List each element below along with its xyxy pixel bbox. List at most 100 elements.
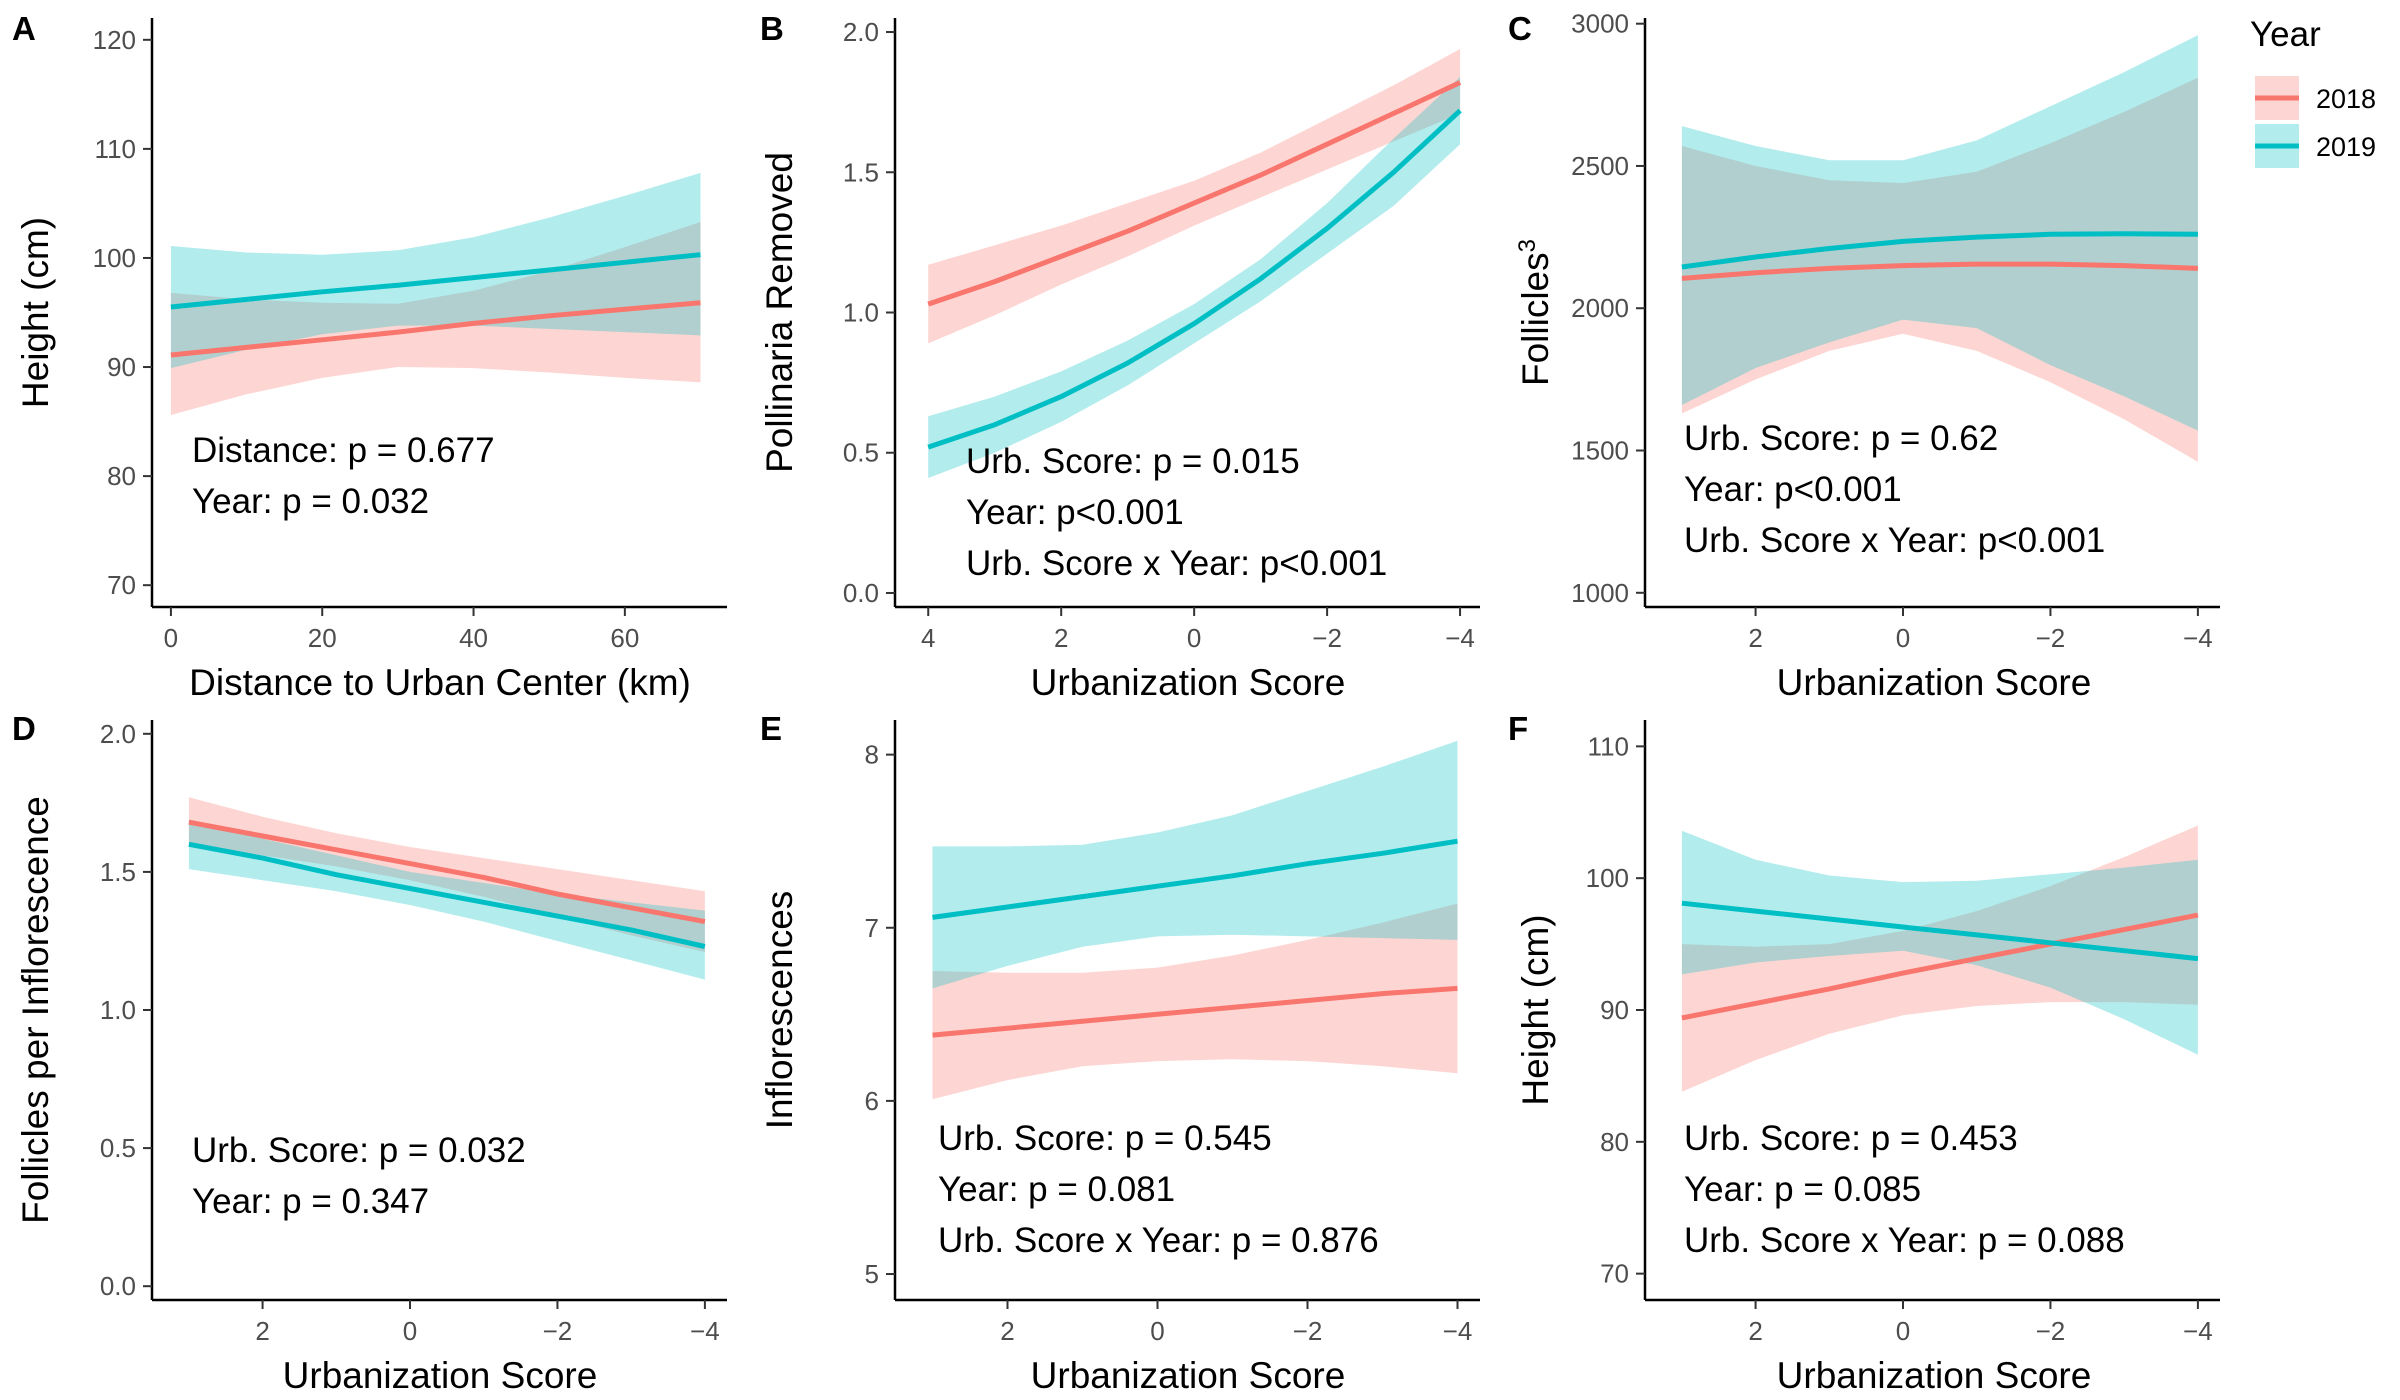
line-2018-b — [927, 80, 1462, 307]
x-tick-label-b: 4 — [921, 623, 935, 653]
annotation-e: Urb. Score x Year: p = 0.876 — [938, 1221, 1379, 1260]
x-tick-label-d: 2 — [255, 1316, 269, 1346]
ribbon-2019-e — [932, 740, 1458, 989]
panel-letter-a: A — [12, 10, 36, 47]
annotation-f: Year: p = 0.085 — [1684, 1170, 1921, 1209]
annotation-f: Urb. Score x Year: p = 0.088 — [1684, 1221, 2125, 1260]
ribbon-2019-f — [1681, 830, 2198, 1055]
y-tick-label-c: 3000 — [1571, 9, 1629, 39]
annotation-b: Urb. Score x Year: p<0.001 — [966, 544, 1387, 583]
ribbon-2019-c — [1681, 35, 2198, 431]
x-axis-title-d: Urbanization Score — [283, 1355, 598, 1396]
y-tick-label-a: 80 — [107, 461, 136, 491]
line-2018-d — [188, 819, 706, 925]
panel-e: E 5 6 7 8 2 0 −2 −4 Urbanization Score Inflorescen… — [759, 710, 1480, 1396]
x-tick-label-e: −4 — [1443, 1316, 1473, 1346]
y-tick-label-b: 0.5 — [843, 438, 879, 468]
y-axis-title-superscript-c: 3 — [1514, 239, 1541, 252]
x-tick-label-c: −4 — [2183, 623, 2213, 653]
line-2019-f — [1681, 900, 2199, 962]
ribbon-2019-a — [170, 172, 701, 369]
ribbon-2018-f — [1681, 825, 2198, 1092]
x-tick-label-f: 2 — [1748, 1316, 1762, 1346]
ribbon-2018-e — [932, 903, 1458, 1100]
x-tick-label-a: 20 — [308, 623, 337, 653]
y-axis-title-c: Follicles3 — [1514, 239, 1557, 386]
legend-title: Year — [2250, 15, 2321, 54]
panel-c: C 1000 1500 2000 2500 3000 2 0 −2 −4 Urbanization … — [1508, 9, 2220, 703]
y-axis-title-b: Pollinaria Removed — [759, 152, 800, 473]
panel-f: F 70 80 90 100 110 2 0 −2 −4 Urbanization Score Hei… — [1508, 710, 2220, 1396]
y-tick-label-c: 2000 — [1571, 293, 1629, 323]
x-tick-label-d: −4 — [690, 1316, 720, 1346]
y-axis-title-a: Height (cm) — [15, 217, 56, 408]
panel-letter-d: D — [12, 710, 36, 747]
y-tick-label-e: 5 — [865, 1259, 879, 1289]
x-tick-label-d: −2 — [543, 1316, 573, 1346]
x-tick-label-e: 2 — [1000, 1316, 1014, 1346]
y-tick-label-a: 120 — [93, 25, 136, 55]
y-tick-label-c: 1500 — [1571, 436, 1629, 466]
y-tick-label-e: 7 — [865, 913, 879, 943]
line-2019-d — [188, 841, 706, 949]
y-tick-label-f: 110 — [1588, 731, 1629, 761]
x-tick-label-a: 0 — [164, 623, 178, 653]
panel-letter-b: B — [760, 10, 784, 47]
y-tick-label-b: 1.0 — [843, 298, 879, 328]
x-tick-label-c: 2 — [1748, 623, 1762, 653]
line-2019-e — [932, 838, 1458, 920]
annotation-e: Urb. Score: p = 0.545 — [938, 1119, 1272, 1158]
y-tick-label-c: 2500 — [1571, 151, 1629, 181]
y-tick-label-d: 0.5 — [100, 1133, 136, 1163]
x-tick-label-b: 0 — [1187, 623, 1201, 653]
x-axis-title-f: Urbanization Score — [1777, 1355, 2092, 1396]
panel-letter-c: C — [1508, 10, 1532, 47]
x-tick-label-f: −4 — [2183, 1316, 2213, 1346]
y-tick-label-b: 2.0 — [843, 17, 879, 47]
x-axis-title-c: Urbanization Score — [1777, 662, 2092, 703]
annotation-d: Year: p = 0.347 — [192, 1182, 429, 1221]
y-tick-label-a: 100 — [93, 243, 136, 273]
annotation-a: Distance: p = 0.677 — [192, 431, 495, 470]
y-tick-label-a: 70 — [107, 570, 136, 600]
x-tick-label-d: 0 — [403, 1316, 417, 1346]
x-tick-label-f: −2 — [2036, 1316, 2066, 1346]
annotation-e: Year: p = 0.081 — [938, 1170, 1175, 1209]
y-axis-title-f: Height (cm) — [1515, 914, 1556, 1105]
y-tick-label-a: 90 — [107, 352, 136, 382]
x-axis-title-e: Urbanization Score — [1031, 1355, 1346, 1396]
line-2019-b — [927, 108, 1462, 450]
line-2018-c — [1681, 261, 2198, 281]
x-tick-label-b: −2 — [1312, 623, 1342, 653]
x-tick-label-f: 0 — [1896, 1316, 1910, 1346]
y-tick-label-f: 80 — [1600, 1127, 1629, 1157]
line-2018-e — [932, 985, 1458, 1038]
x-tick-label-c: 0 — [1896, 623, 1910, 653]
y-tick-label-e: 8 — [865, 740, 879, 770]
x-tick-label-c: −2 — [2036, 623, 2066, 653]
panel-letter-f: F — [1508, 710, 1528, 747]
y-tick-label-a: 110 — [95, 134, 136, 164]
y-tick-label-b: 0.0 — [843, 578, 879, 608]
ribbon-2018-d — [188, 797, 705, 952]
annotation-a: Year: p = 0.032 — [192, 482, 429, 521]
x-tick-label-a: 40 — [459, 623, 488, 653]
annotation-f: Urb. Score: p = 0.453 — [1684, 1119, 2018, 1158]
y-tick-label-d: 1.0 — [100, 995, 136, 1025]
x-tick-label-b: 2 — [1054, 623, 1068, 653]
x-tick-label-e: 0 — [1150, 1316, 1164, 1346]
x-tick-label-b: −4 — [1445, 623, 1475, 653]
ribbon-2019-b — [928, 76, 1461, 479]
annotation-c: Year: p<0.001 — [1684, 470, 1902, 509]
x-tick-label-e: −2 — [1293, 1316, 1323, 1346]
line-2019-a — [170, 252, 701, 310]
panel-letter-e: E — [760, 710, 782, 747]
y-tick-label-e: 6 — [865, 1086, 879, 1116]
y-tick-label-f: 70 — [1600, 1259, 1629, 1289]
line-2018-f — [1681, 912, 2199, 1021]
y-tick-label-d: 0.0 — [100, 1271, 136, 1301]
x-axis-title-a: Distance to Urban Center (km) — [189, 662, 691, 703]
y-tick-label-f: 90 — [1600, 995, 1629, 1025]
